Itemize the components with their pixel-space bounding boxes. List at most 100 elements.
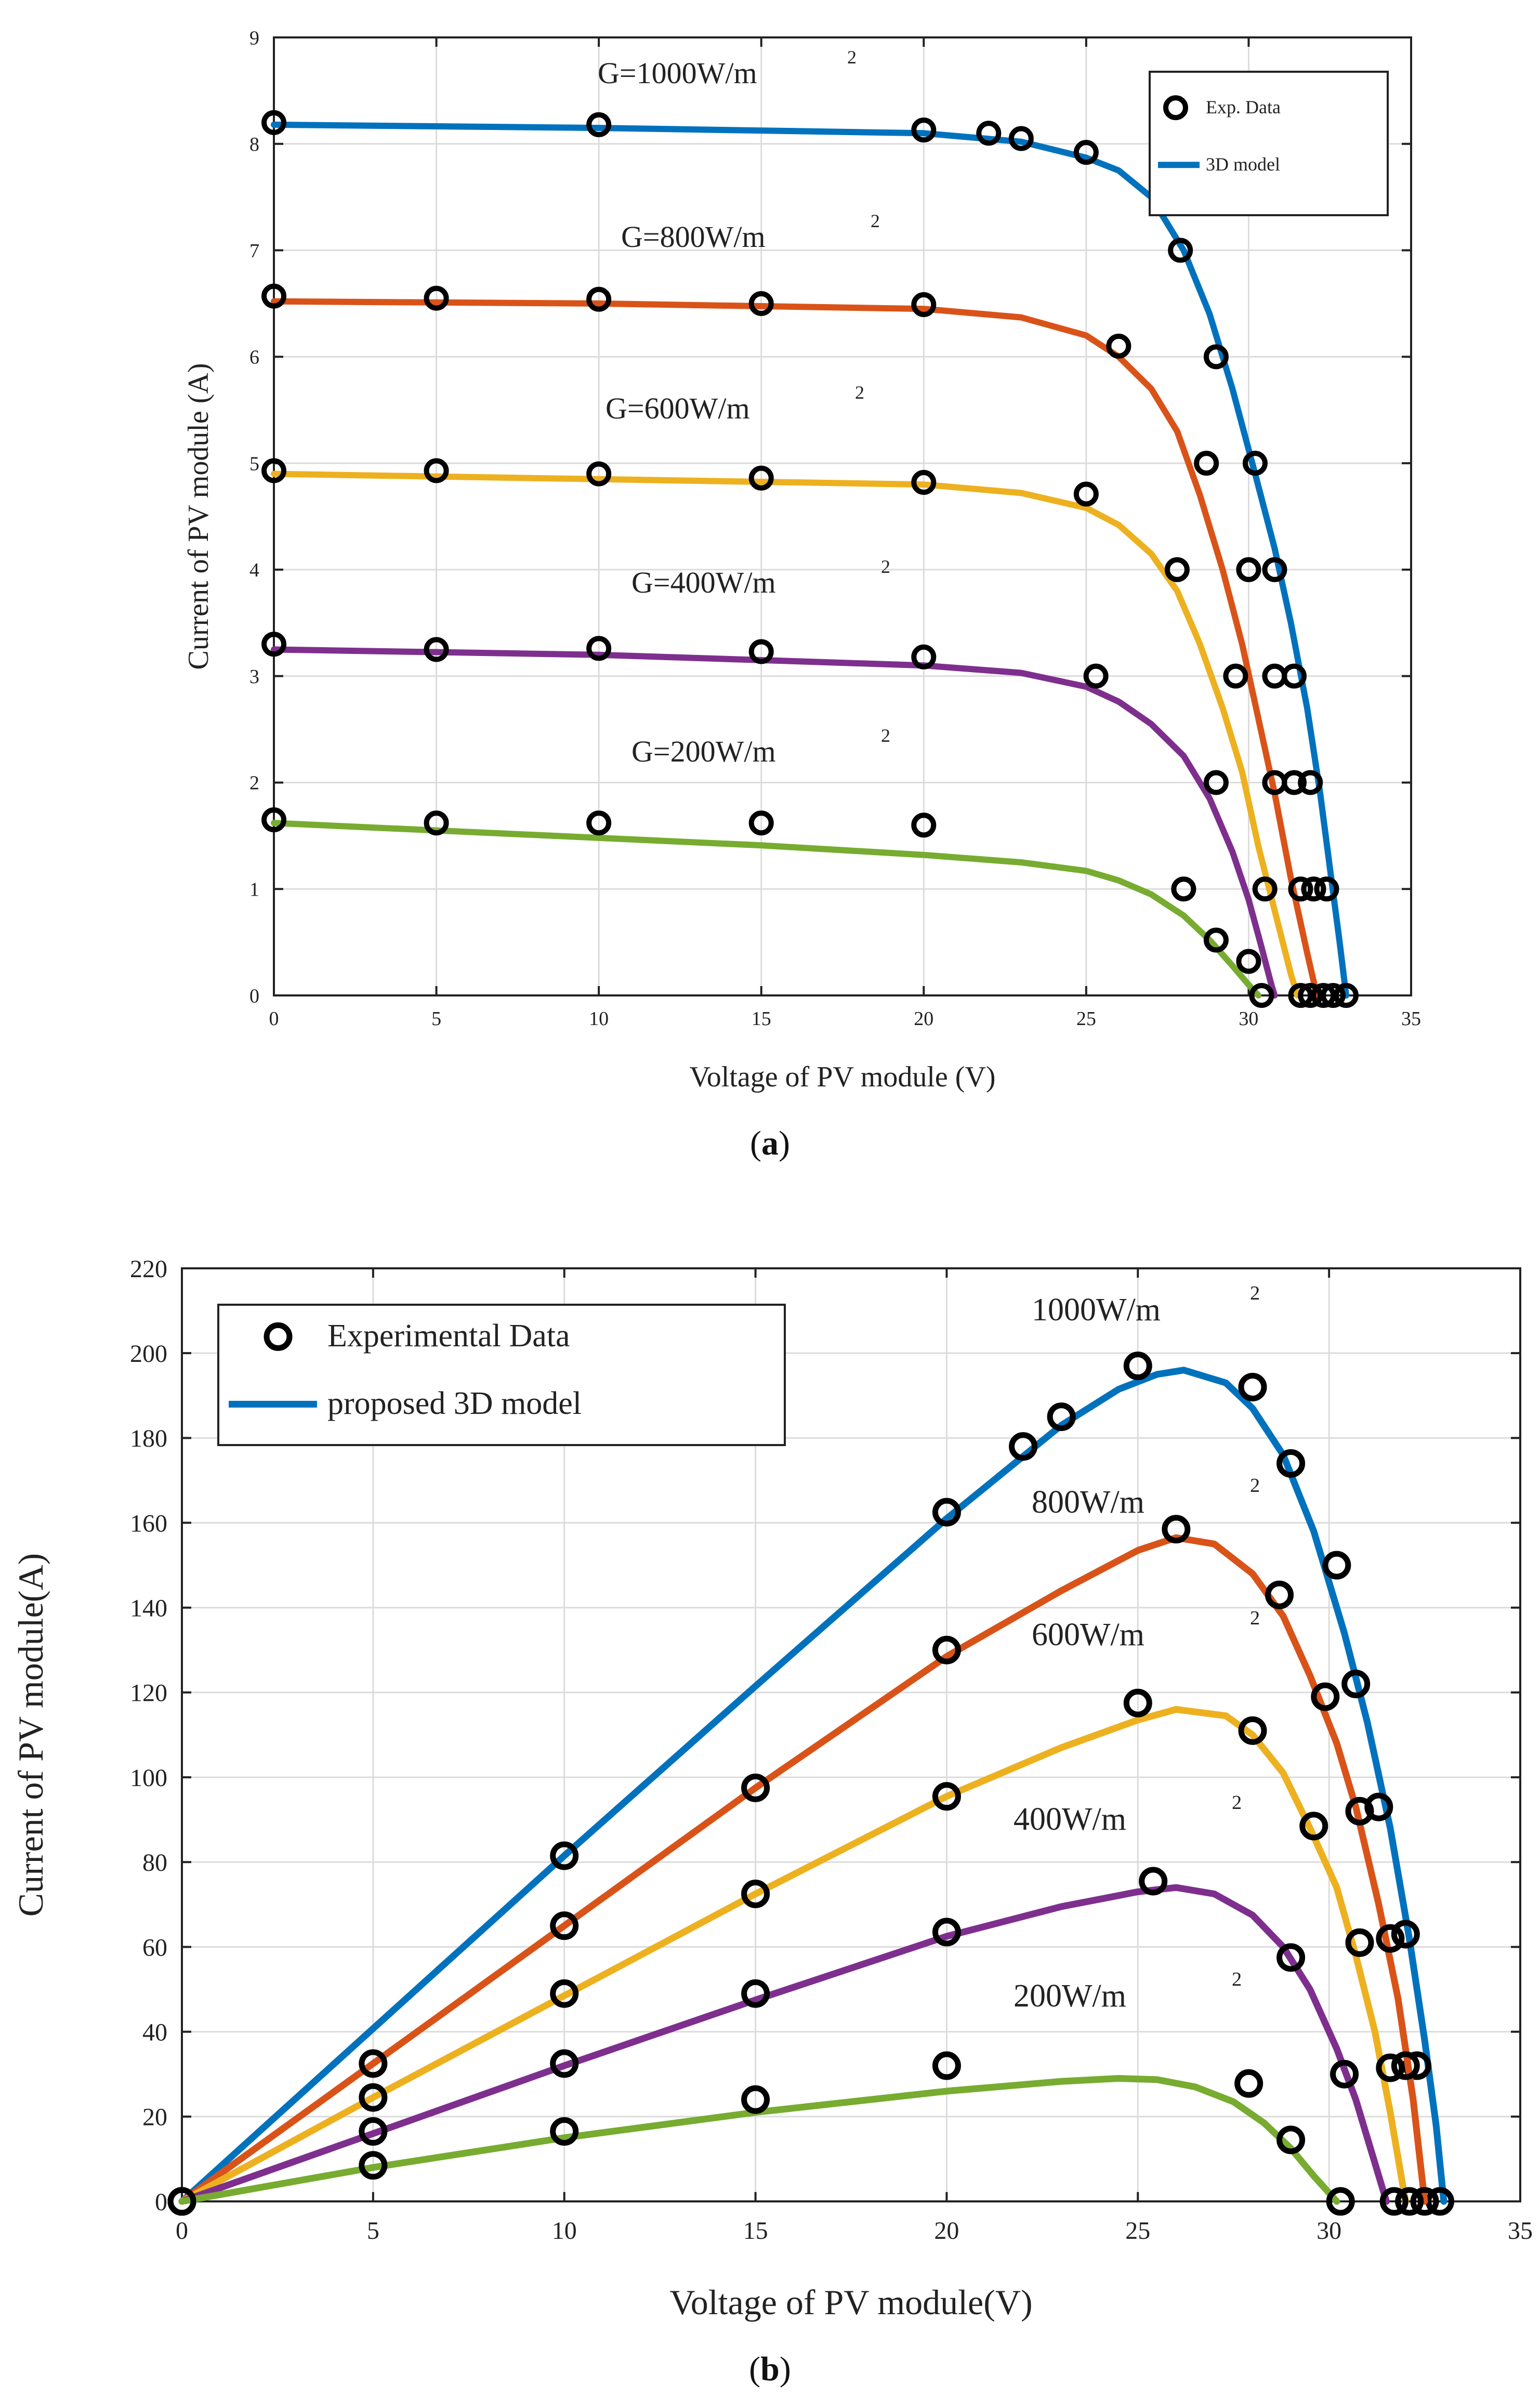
series-label: G=800W/m <box>621 220 766 254</box>
series-200w-m <box>167 2051 1355 2216</box>
exp-data-point <box>1288 876 1313 902</box>
legend: Experimental Data proposed 3D model <box>217 1304 786 1446</box>
exp-data-point <box>911 292 937 317</box>
exp-data-point <box>741 1979 770 2008</box>
exp-data-point <box>261 807 286 833</box>
exp-data-point <box>911 644 937 670</box>
chart-b: 0 5 10 15 20 25 30 35 0 20 40 60 80 100 120 140 160 180 20… <box>0 1211 1540 2347</box>
exp-data-point <box>748 639 774 664</box>
y-tick-label: 200 <box>130 1340 167 1368</box>
exp-data-point <box>586 810 612 836</box>
x-axis-label: Voltage of PV module(V) <box>669 2282 1032 2322</box>
exp-data-point <box>1073 481 1099 507</box>
exp-data-point <box>550 2049 579 2078</box>
exp-data-point <box>1265 1580 1294 1609</box>
y-axis-label: Current of PV module(A) <box>11 1553 50 1917</box>
y-axis-label: Current of PV module (A) <box>182 363 215 670</box>
exp-data-point <box>550 1841 579 1870</box>
exp-data-point <box>1330 2059 1359 2089</box>
series-label: G=400W/m <box>631 566 776 599</box>
exp-data-point <box>1276 2126 1306 2155</box>
y-tick-label: 220 <box>130 1255 167 1283</box>
series-g-400w-m <box>261 632 1313 1008</box>
exp-data-point <box>1262 770 1287 795</box>
series-line <box>178 1884 1390 2205</box>
exp-data-point <box>359 2049 388 2078</box>
series-g-800w-m <box>261 283 1336 1008</box>
exp-data-point <box>1249 983 1274 1008</box>
series-label: G=600W/m <box>606 391 750 425</box>
y-tick-label: 2 <box>249 772 259 794</box>
series-line <box>271 470 1301 999</box>
y-tick-label: 100 <box>130 1764 167 1792</box>
exp-data-point <box>1341 1670 1371 1699</box>
exp-data-point <box>1311 983 1336 1008</box>
exp-data-point <box>1299 1812 1328 1841</box>
exp-data-point <box>1262 663 1287 689</box>
exp-data-point <box>1168 238 1193 263</box>
series-label: G=1000W/m <box>598 56 757 90</box>
y-tick-label: 120 <box>130 1680 167 1707</box>
y-tick-label: 6 <box>249 347 259 369</box>
series-label-sup: 2 <box>881 556 890 577</box>
exp-data-point <box>1311 1682 1340 1711</box>
y-tick-label: 8 <box>249 134 259 155</box>
exp-data-point <box>1236 949 1261 974</box>
chart-a: 0 5 10 15 20 25 30 35 0 1 2 3 4 5 6 7 8 9 Voltage of PV mo… <box>0 0 1540 1115</box>
exp-data-point <box>1242 451 1268 476</box>
exp-data-point <box>748 465 774 491</box>
series-line <box>178 1367 1447 2205</box>
exp-data-point <box>550 1911 579 1940</box>
y-tick-label: 140 <box>130 1595 167 1622</box>
series-line <box>271 298 1320 999</box>
series-label: 1000W/m <box>1032 1292 1161 1328</box>
y-tick-label: 4 <box>249 559 259 581</box>
exp-data-point <box>359 2083 388 2112</box>
x-tick-label: 0 <box>176 2217 188 2245</box>
exp-data-point <box>586 636 612 661</box>
exp-data-point <box>1345 1796 1374 1826</box>
exp-data-point <box>1376 2053 1405 2082</box>
exp-data-point <box>1391 2051 1420 2080</box>
exp-data-point <box>1238 1716 1267 1745</box>
exp-data-point <box>1395 2187 1424 2216</box>
exp-data-point <box>932 2051 961 2080</box>
exp-data-point <box>932 1918 961 1947</box>
exp-data-point <box>424 285 449 311</box>
legend-box <box>1149 71 1389 216</box>
series-label-sup: 2 <box>881 725 890 746</box>
x-tick-label: 35 <box>1401 1008 1421 1030</box>
x-tick-label: 0 <box>269 1008 279 1030</box>
exp-data-point <box>550 1979 579 2008</box>
exp-data-point <box>1298 770 1323 795</box>
y-tick-label: 0 <box>155 2188 167 2216</box>
exp-data-point <box>741 1879 770 1908</box>
exp-data-point <box>1106 333 1131 359</box>
exp-data-point <box>932 1635 961 1664</box>
x-tick-label: 20 <box>934 2217 959 2245</box>
x-tick-label: 25 <box>1125 2217 1150 2245</box>
exp-data-point <box>1322 1551 1351 1580</box>
x-tick-label: 15 <box>752 1008 771 1030</box>
exp-data-point <box>261 283 286 309</box>
exp-data-point <box>424 637 449 662</box>
series-line <box>178 2075 1340 2205</box>
legend: Exp. Data 3D model <box>1149 71 1389 216</box>
exp-data-point <box>424 458 449 483</box>
y-tick-label: 1 <box>249 879 259 901</box>
series-600w-m <box>167 1688 1424 2216</box>
exp-data-point <box>911 117 937 143</box>
legend-marker-icon <box>264 1322 293 1351</box>
x-axis-label: Voltage of PV module (V) <box>690 1061 996 1093</box>
y-tick-label: 9 <box>249 27 259 49</box>
x-tick-label: 10 <box>589 1008 609 1030</box>
exp-data-point <box>748 810 774 836</box>
exp-data-point <box>1083 663 1109 689</box>
exp-data-point <box>261 632 286 657</box>
panel-label-a: (a) <box>750 1124 790 1162</box>
exp-data-point <box>741 1773 770 1802</box>
exp-data-point <box>932 1498 961 1527</box>
series-label-sup: 2 <box>1250 1475 1260 1497</box>
series-g-600w-m <box>261 458 1323 1008</box>
exp-data-point <box>911 812 937 838</box>
